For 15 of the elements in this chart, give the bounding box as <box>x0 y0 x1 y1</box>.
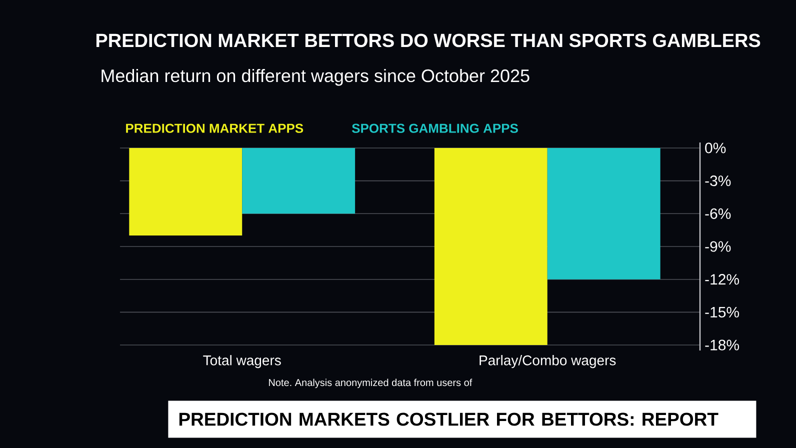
y-tick-label: -3% <box>705 176 731 186</box>
x-tick-label: Parlay/Combo wagers <box>480 355 616 368</box>
y-tick-label: -12% <box>705 274 740 285</box>
series-label: PREDICTION MARKET APPS <box>126 124 304 133</box>
y-tick-label: -6% <box>705 208 731 219</box>
y-tick-label: 0% <box>705 142 726 154</box>
chart-subtitle: Median return on different wagers since October 2025 <box>102 68 530 86</box>
x-tick-label: Total wagers <box>203 355 281 368</box>
chart-title: PREDICTION MARKET BETTORS DO WORSE THAN SPORTS GAMBLERS <box>96 34 760 48</box>
series-label: SPORTS GAMBLING APPS <box>352 124 518 133</box>
y-tick-label: -9% <box>705 241 731 252</box>
text: PREDICTION MARKETS COSTLIER FOR BETTORS: REPORT <box>179 412 718 426</box>
y-tick-label: -18% <box>705 340 740 350</box>
y-tick-label: -15% <box>705 306 740 318</box>
text: Note. Analysis anonymized data from users of <box>269 378 472 388</box>
